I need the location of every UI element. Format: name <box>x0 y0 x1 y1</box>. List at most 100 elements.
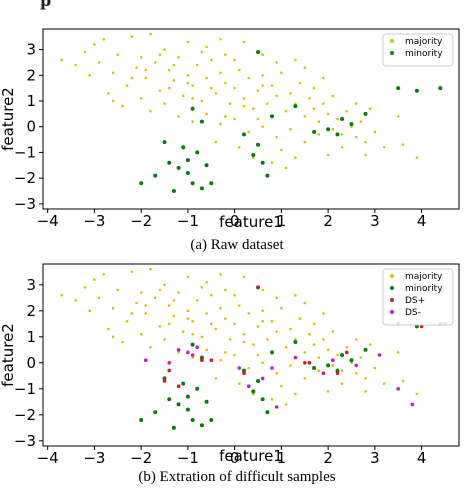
data-point <box>321 371 326 376</box>
data-point <box>139 332 143 336</box>
data-point <box>275 135 279 139</box>
data-point <box>303 140 307 144</box>
data-point <box>60 58 63 62</box>
data-point <box>308 97 311 100</box>
series-minority <box>139 285 443 430</box>
data-point <box>238 146 241 149</box>
data-point <box>307 361 312 365</box>
data-point <box>331 330 335 333</box>
data-point <box>224 115 227 118</box>
data-point <box>102 273 106 276</box>
x-tick-label: −1 <box>177 212 199 230</box>
data-point <box>214 140 218 144</box>
data-point <box>199 423 204 428</box>
legend: majority minority <box>382 33 454 67</box>
data-point <box>199 119 204 124</box>
data-point <box>312 107 316 110</box>
data-point <box>261 53 265 56</box>
data-point <box>364 390 367 393</box>
data-point <box>172 79 176 82</box>
data-point <box>116 53 120 56</box>
data-point <box>275 330 279 333</box>
data-point <box>167 304 171 307</box>
data-point <box>186 275 190 279</box>
data-point <box>205 76 208 80</box>
data-point <box>107 327 110 331</box>
legend-marker <box>390 51 394 55</box>
data-point <box>322 338 325 341</box>
scatter-panel-b: −4 −3 −2 −1 0 1 2 3 4−3−2−10123feature1feature2m… <box>0 263 460 467</box>
data-point <box>284 345 288 349</box>
data-point <box>233 293 236 297</box>
data-point <box>298 81 302 85</box>
data-point <box>219 306 222 310</box>
data-point <box>93 43 96 46</box>
data-point <box>294 392 297 396</box>
data-point <box>171 189 176 193</box>
data-point <box>336 353 339 357</box>
y-tick-label: 0 <box>26 354 36 372</box>
plot-frame <box>42 28 460 210</box>
data-point <box>350 125 353 128</box>
data-point <box>294 293 297 297</box>
data-point <box>149 110 152 113</box>
data-point <box>336 117 339 121</box>
data-point <box>261 125 265 128</box>
data-point <box>219 71 222 74</box>
x-axis-label: feature1 <box>219 447 283 465</box>
data-point <box>191 120 194 123</box>
data-point <box>149 32 152 36</box>
data-point <box>158 89 162 92</box>
data-point <box>242 368 246 373</box>
data-point <box>303 66 307 69</box>
data-point <box>364 153 367 157</box>
data-point <box>252 107 255 110</box>
data-point <box>158 325 162 328</box>
data-point <box>205 112 208 116</box>
data-point <box>176 348 181 352</box>
data-point <box>303 351 307 354</box>
data-point <box>153 410 158 415</box>
data-point <box>284 110 288 113</box>
data-point <box>210 293 213 297</box>
data-point <box>172 299 176 302</box>
data-point <box>233 353 236 357</box>
data-point <box>382 382 386 385</box>
legend-frame <box>382 33 454 67</box>
y-tick-label: 3 <box>26 41 36 59</box>
data-point <box>172 63 176 67</box>
series-minority <box>139 50 443 193</box>
data-point <box>289 364 293 367</box>
data-point <box>219 358 222 362</box>
data-point <box>181 94 185 98</box>
data-point <box>312 129 317 134</box>
data-point <box>396 86 401 91</box>
data-point <box>322 76 325 80</box>
data-point <box>252 392 255 396</box>
legend-label: DS+ <box>405 296 425 306</box>
data-point <box>401 379 405 383</box>
plot-frame <box>42 263 460 447</box>
data-point <box>210 58 213 62</box>
scatter-panel-a: −4 −3 −2 −1 0 1 2 3 4−3−2−10123feature1feature2m… <box>0 28 460 231</box>
x-axis-label: feature1 <box>219 213 283 231</box>
legend-frame <box>382 268 454 326</box>
legend-marker <box>390 39 394 43</box>
data-point <box>185 158 190 163</box>
x-tick-label: 4 <box>417 449 427 467</box>
data-point <box>373 366 377 370</box>
data-point <box>144 312 148 315</box>
data-point <box>233 86 236 90</box>
data-point <box>200 50 204 54</box>
data-point <box>247 312 250 315</box>
data-point <box>233 322 236 326</box>
data-point <box>233 117 236 121</box>
data-point <box>224 317 227 320</box>
x-tick-label: 2 <box>323 212 333 230</box>
data-point <box>261 84 265 87</box>
data-point <box>247 76 250 80</box>
y-tick-label: −3 <box>14 195 36 213</box>
data-point <box>260 397 265 402</box>
x-tick-label: −4 <box>37 212 59 230</box>
